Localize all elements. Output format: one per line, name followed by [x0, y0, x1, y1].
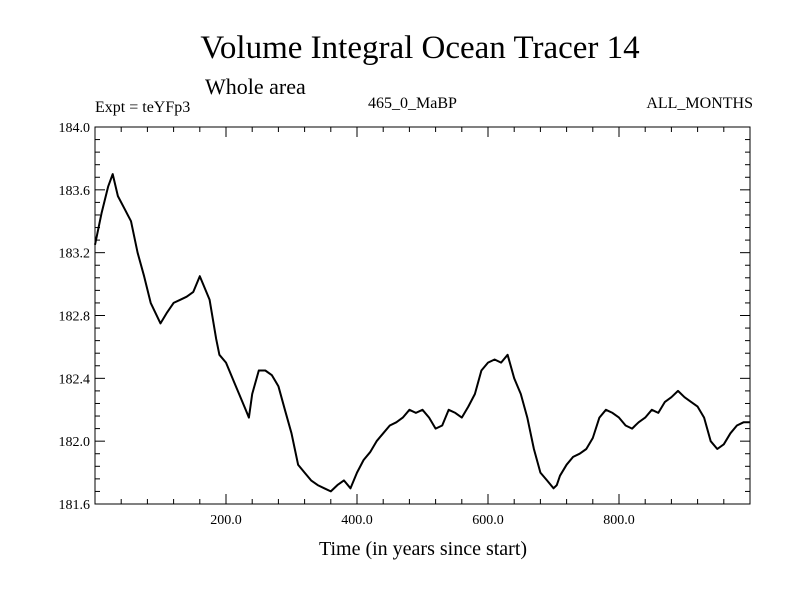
experiment-label: Expt = teYFp3 [95, 99, 191, 116]
months-label: ALL_MONTHS [646, 95, 753, 112]
y-tick-label: 181.6 [59, 498, 91, 513]
data-series-line [94, 173, 750, 493]
period-label: 465_0_MaBP [368, 95, 457, 112]
x-tick-label: 800.0 [603, 513, 635, 528]
y-tick-label: 182.8 [59, 310, 91, 325]
y-tick-label: 183.6 [59, 184, 91, 199]
y-tick-label: 182.4 [59, 372, 91, 387]
y-tick-label: 183.2 [59, 247, 91, 262]
y-tick-label: 182.0 [59, 435, 91, 450]
chart-title: Volume Integral Ocean Tracer 14 [200, 30, 640, 66]
x-tick-label: 400.0 [341, 513, 373, 528]
tick-labels: 181.6 182.0 182.4 182.8 183.2 183.6 184.0 200.0… [59, 121, 635, 528]
axis-ticks [95, 126, 750, 505]
x-axis-title: Time (in years since start) [319, 538, 527, 560]
y-tick-label: 184.0 [59, 121, 91, 136]
x-tick-label: 600.0 [472, 513, 504, 528]
plot-frame [94, 126, 751, 505]
chart-subtitle: Whole area [205, 74, 306, 99]
x-tick-label: 200.0 [210, 513, 242, 528]
